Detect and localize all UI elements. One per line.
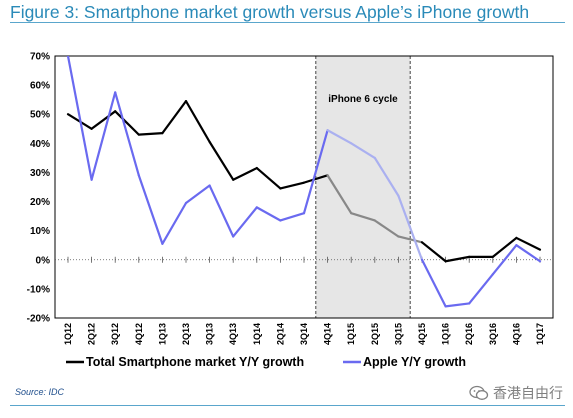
x-tick-label: 2Q12 (87, 323, 97, 345)
y-tick-label: 20% (30, 197, 50, 208)
x-tick-label: 3Q14 (299, 323, 309, 345)
series-apple-segment (114, 91, 140, 177)
series-market-segment (326, 174, 353, 215)
series-apple-segment (255, 206, 282, 222)
y-tick-label: 60% (30, 81, 50, 92)
series-market-segment (208, 140, 235, 181)
x-tick-label: 1Q16 (441, 323, 451, 345)
y-tick-label: 10% (30, 226, 50, 237)
x-tick-label: 2Q15 (370, 323, 380, 345)
series-market-segment (114, 110, 140, 136)
series-apple-segment (468, 273, 494, 305)
y-tick-label: -20% (27, 314, 50, 325)
figure-title: Figure 3: Smartphone market growth versu… (10, 2, 530, 22)
series-apple-segment (232, 206, 258, 238)
x-tick-label: 3Q15 (393, 323, 403, 345)
shaded-region-label: iPhone 6 cycle (328, 94, 398, 105)
series-apple-segment (137, 174, 164, 245)
series-apple-segment (184, 184, 211, 205)
legend-label-market: Total Smartphone market Y/Y growth (86, 355, 304, 369)
source-note: Source: IDC (15, 387, 65, 397)
series-market-segment (397, 235, 424, 244)
series-apple-segment (90, 91, 117, 181)
series-market-segment (232, 166, 258, 181)
y-tick-label: 50% (30, 110, 50, 121)
series-apple-segment (420, 258, 447, 308)
series-market-segment (90, 110, 117, 130)
series-market-segment (420, 241, 447, 263)
shaded-region (315, 56, 411, 318)
series-apple-segment (350, 142, 376, 159)
series-market-segment (444, 255, 471, 263)
series-market-segment (373, 219, 400, 238)
series-apple-segment (279, 212, 306, 222)
x-tick-label: 2Q14 (275, 323, 285, 345)
x-tick-label: 1Q17 (535, 323, 545, 345)
footer-divider (10, 405, 565, 406)
series-apple-segment (66, 56, 93, 181)
title-divider (10, 22, 565, 23)
watermark: 香港自由行 (469, 383, 563, 403)
x-tick-label: 1Q13 (157, 323, 167, 345)
series-apple-segment (397, 194, 424, 261)
y-tick-label: 70% (30, 52, 50, 63)
series-market-segment (491, 236, 518, 258)
series-apple-segment (161, 201, 188, 245)
series-apple-segment (444, 302, 471, 308)
x-tick-label: 4Q14 (323, 323, 333, 345)
series-apple-segment (326, 129, 353, 145)
x-tick-label: 1Q14 (252, 323, 262, 345)
series-market-segment (184, 100, 211, 143)
x-tick-label: 3Q12 (110, 323, 120, 345)
series-apple-segment (302, 129, 329, 215)
series-market-segment (350, 212, 376, 222)
plot-frame (54, 55, 554, 319)
x-tick-label: 4Q12 (134, 323, 144, 345)
series-market-segment (255, 166, 282, 190)
x-tick-label: 4Q15 (417, 323, 427, 345)
x-tick-label: 3Q16 (488, 323, 498, 345)
legend-label-apple: Apple Y/Y growth (363, 355, 466, 369)
series-market-segment (515, 236, 542, 251)
x-tick-label: 2Q13 (181, 323, 191, 345)
y-tick-label: 30% (30, 168, 50, 179)
x-tick-label: 4Q13 (228, 323, 238, 345)
y-tick-label: 40% (30, 139, 50, 150)
series-apple-segment (208, 184, 235, 238)
watermark-text: 香港自由行 (493, 386, 563, 402)
series-apple-segment (373, 156, 400, 197)
y-tick-label: 0% (36, 255, 51, 266)
series-market-segment (302, 174, 329, 184)
series-market-segment (137, 132, 164, 136)
x-tick-label: 3Q13 (205, 323, 215, 345)
series-market-segment (279, 181, 306, 190)
series-apple-segment (491, 244, 518, 276)
x-tick-label: 4Q16 (511, 323, 521, 345)
x-tick-label: 1Q15 (346, 323, 356, 345)
wechat-icon (469, 385, 489, 400)
x-tick-label: 2Q16 (464, 323, 474, 345)
x-tick-label: 1Q12 (63, 323, 73, 345)
series-market-segment (161, 100, 188, 135)
y-tick-label: -10% (27, 284, 50, 295)
series-apple-segment (515, 244, 542, 263)
